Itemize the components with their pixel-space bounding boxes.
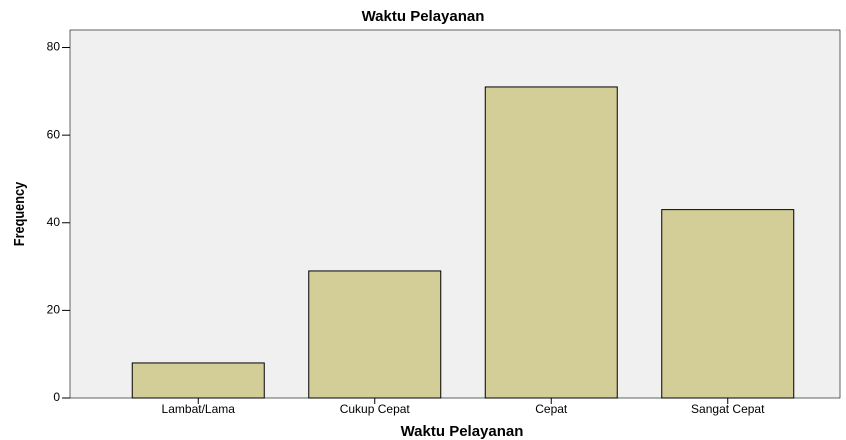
y-axis-title: Frequency [10, 182, 27, 247]
y-tick-label: 40 [47, 215, 61, 229]
y-tick-label: 60 [47, 127, 61, 141]
x-axis-title: Waktu Pelayanan [401, 423, 524, 440]
y-tick-label: 80 [47, 40, 61, 54]
y-tick-label: 20 [47, 303, 61, 317]
bar [484, 86, 618, 399]
x-tick-label: Cukup Cepat [340, 402, 411, 416]
x-tick-label: Lambat/Lama [162, 402, 236, 416]
chart-title: Waktu Pelayanan [362, 8, 485, 25]
bar [308, 270, 442, 399]
y-tick-label: 0 [53, 390, 60, 404]
x-tick-label: Cepat [535, 402, 568, 416]
bar [131, 362, 265, 399]
bar [661, 209, 795, 399]
x-tick-label: Sangat Cepat [691, 402, 765, 416]
